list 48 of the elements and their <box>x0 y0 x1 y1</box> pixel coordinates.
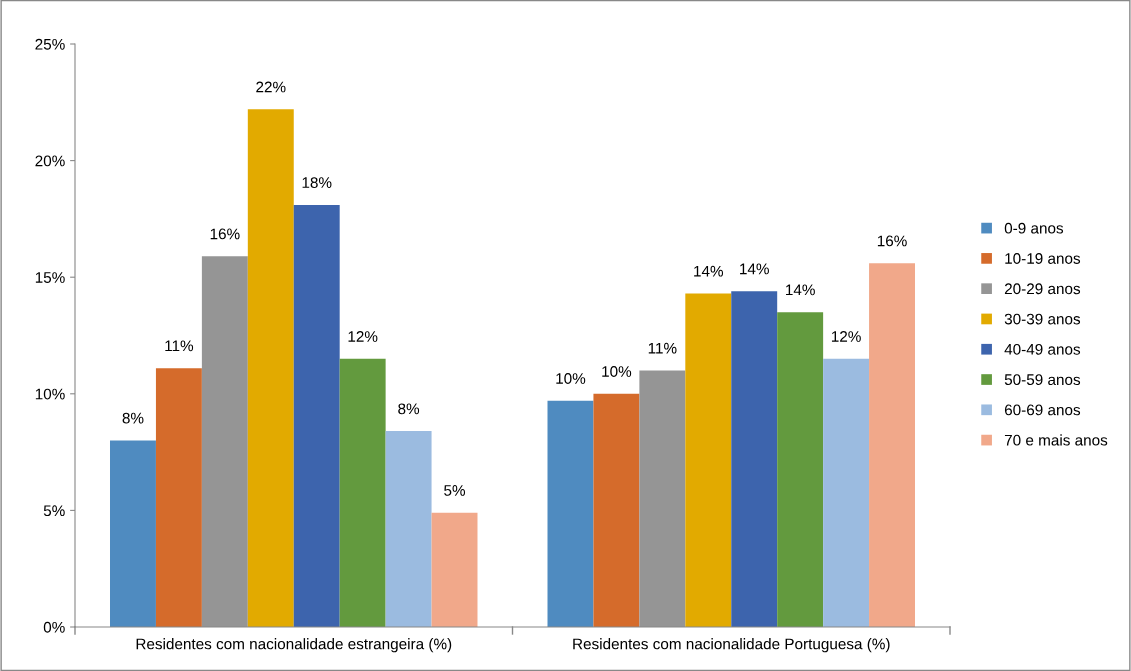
y-tick-label: 20% <box>35 155 65 167</box>
y-tick-label: 0% <box>43 621 65 633</box>
legend-label: 10-19 anos <box>1005 253 1081 264</box>
bar <box>593 393 640 627</box>
bar <box>201 256 248 627</box>
data-label: 14% <box>786 284 815 296</box>
bar <box>731 291 778 627</box>
data-label: 12% <box>831 331 861 342</box>
data-label: 10% <box>602 366 632 377</box>
bar <box>155 368 202 627</box>
data-label: 14% <box>694 265 724 277</box>
legend-label: 30-39 anos <box>1004 313 1081 325</box>
legend-label: 0-9 anos <box>1004 222 1064 234</box>
y-tick-label: 25% <box>35 38 65 50</box>
data-label: 18% <box>302 177 332 188</box>
data-label: 16% <box>877 235 907 247</box>
legend-label: 60-69 anos <box>1004 404 1081 416</box>
bar <box>777 312 824 627</box>
bar <box>639 370 686 627</box>
data-label: 8% <box>398 403 420 415</box>
x-tick-label: Residentes com nacionalidade Portuguesa (%) <box>573 638 890 653</box>
bar <box>823 358 870 627</box>
data-label: 11% <box>648 342 677 354</box>
bar <box>685 293 732 627</box>
x-tick-label: Residentes com nacionalidade estrangeira (%) <box>136 638 452 653</box>
data-label: 22% <box>256 81 286 93</box>
data-label: 5% <box>444 485 466 496</box>
y-tick-label: 15% <box>35 272 65 283</box>
bar <box>110 440 156 627</box>
data-label: 8% <box>122 412 144 424</box>
legend-label: 50-59 anos <box>1004 374 1081 386</box>
bar <box>339 358 386 627</box>
data-label: 11% <box>165 340 194 352</box>
data-label: 14% <box>740 263 769 275</box>
bar <box>547 400 594 627</box>
data-label: 10% <box>556 373 586 384</box>
data-label: 12% <box>348 331 378 342</box>
data-label: 16% <box>210 228 240 240</box>
y-tick-label: 10% <box>35 388 65 400</box>
bar <box>869 263 915 627</box>
bar <box>385 431 432 627</box>
legend-label: 20-29 anos <box>1004 283 1081 295</box>
bar <box>247 109 294 627</box>
bar <box>293 204 340 627</box>
legend-label: 40-49 anos <box>1004 343 1081 355</box>
bar <box>431 512 478 627</box>
y-tick-label: 5% <box>43 505 65 517</box>
legend-label: 70 e mais anos <box>1004 434 1108 446</box>
